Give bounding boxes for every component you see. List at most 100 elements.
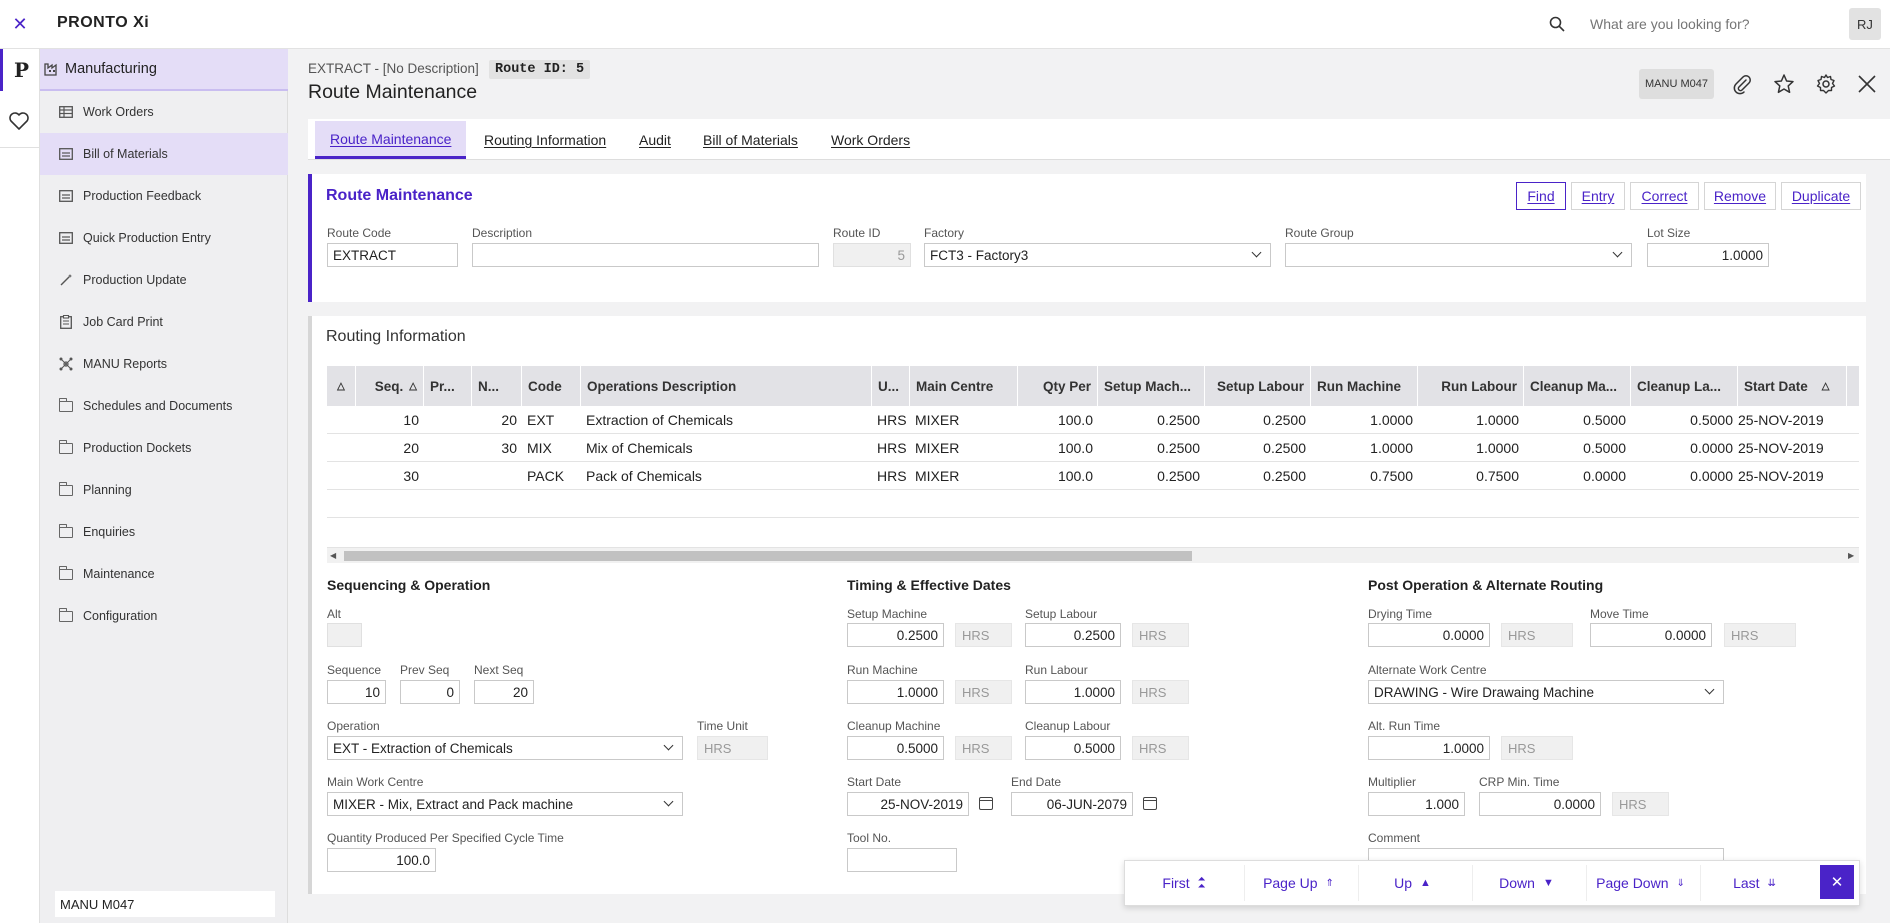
- quantity-produced-field[interactable]: 100.0: [327, 848, 436, 872]
- end-date-field[interactable]: 06-JUN-2079: [1011, 792, 1133, 816]
- tab-bill-of-materials[interactable]: Bill of Materials: [703, 121, 798, 159]
- star-icon[interactable]: [1773, 73, 1795, 95]
- table-row[interactable]: [327, 462, 1859, 490]
- remove-button[interactable]: Remove: [1704, 182, 1776, 210]
- cell-run-machine: 1.0000: [1370, 439, 1413, 456]
- tab-routing-information[interactable]: Routing Information: [484, 121, 606, 159]
- nav-last-button[interactable]: Last ⇊: [1700, 865, 1808, 901]
- pronto-p-icon[interactable]: P: [0, 49, 40, 91]
- gear-icon[interactable]: [1815, 73, 1837, 95]
- sidebar-section-manufacturing[interactable]: Manufacturing: [40, 49, 288, 91]
- search-icon[interactable]: [1549, 16, 1565, 32]
- cleanup-machine-field[interactable]: 0.5000: [847, 736, 944, 760]
- grid-header-qty-per[interactable]: Qty Per: [1018, 366, 1098, 406]
- run-labour-field[interactable]: 1.0000: [1025, 680, 1121, 704]
- sidebar-item-manu-reports[interactable]: MANU Reports: [40, 343, 288, 385]
- nav-close-button[interactable]: ✕: [1820, 865, 1854, 899]
- cell-code: EXT: [527, 411, 555, 428]
- grid-header-cleanup-machine[interactable]: Cleanup Ma...: [1524, 366, 1631, 406]
- favourites-heart-icon[interactable]: [8, 111, 30, 131]
- grid-header-code[interactable]: Code: [522, 366, 581, 406]
- sidebar-item-work-orders[interactable]: Work Orders: [40, 91, 288, 133]
- sidebar-item-label: Maintenance: [83, 567, 155, 581]
- grid-header-seq[interactable]: Seq. △: [356, 366, 424, 406]
- sidebar-item-label: Quick Production Entry: [83, 231, 211, 245]
- sidebar-item-job-card-print[interactable]: Job Card Print: [40, 301, 288, 343]
- crp-min-time-unit: HRS: [1612, 792, 1669, 816]
- grid-header-run-machine[interactable]: Run Machine: [1311, 366, 1418, 406]
- avatar[interactable]: RJ: [1849, 8, 1881, 40]
- cleanup-labour-field[interactable]: 0.5000: [1025, 736, 1121, 760]
- prev-seq-field[interactable]: 0: [400, 680, 460, 704]
- sidebar-item-planning[interactable]: Planning: [40, 469, 288, 511]
- main-work-centre-select[interactable]: MIXER - Mix, Extract and Pack machine: [327, 792, 683, 816]
- tab-audit[interactable]: Audit: [639, 121, 671, 159]
- grid-header-start-date[interactable]: Start Date △: [1738, 366, 1847, 406]
- grid-header-run-labour[interactable]: Run Labour: [1418, 366, 1524, 406]
- column-label: Qty Per: [1042, 378, 1091, 394]
- sidebar-item-maintenance[interactable]: Maintenance: [40, 553, 288, 595]
- search-input[interactable]: [1590, 12, 1840, 36]
- setup-labour-field[interactable]: 0.2500: [1025, 623, 1121, 647]
- lot-size-field[interactable]: 1.0000: [1647, 243, 1769, 267]
- grid-header-cleanup-labour[interactable]: Cleanup La...: [1631, 366, 1738, 406]
- scroll-right-icon[interactable]: ▶: [1848, 551, 1855, 560]
- alternate-work-centre-select[interactable]: DRAWING - Wire Drawaing Machine: [1368, 680, 1724, 704]
- close-icon[interactable]: ✕: [12, 14, 28, 34]
- sidebar-item-configuration[interactable]: Configuration: [40, 595, 288, 637]
- tab-work-orders[interactable]: Work Orders: [831, 121, 910, 159]
- grid-header-sort[interactable]: △: [327, 366, 356, 406]
- button-label: Correct: [1641, 188, 1688, 204]
- grid-header-operations-description[interactable]: Operations Description: [581, 366, 872, 406]
- grid-header-setup-labour[interactable]: Setup Labour: [1205, 366, 1311, 406]
- sidebar-item-bill-of-materials[interactable]: Bill of Materials: [40, 133, 288, 175]
- close-form-icon[interactable]: [1856, 73, 1878, 95]
- nav-first-button[interactable]: First ⏶ ⏶: [1130, 865, 1238, 901]
- grid-header-next[interactable]: N...: [472, 366, 522, 406]
- table-row[interactable]: [327, 434, 1859, 462]
- sequence-field[interactable]: 10: [327, 680, 386, 704]
- correct-button[interactable]: Correct: [1630, 182, 1699, 210]
- setup-machine-field[interactable]: 0.2500: [847, 623, 944, 647]
- tab-bar: [308, 119, 1890, 160]
- tool-no-field[interactable]: [847, 848, 957, 872]
- scroll-left-icon[interactable]: ◀: [330, 551, 337, 560]
- sidebar-item-quick-production-entry[interactable]: Quick Production Entry: [40, 217, 288, 259]
- run-machine-field[interactable]: 1.0000: [847, 680, 944, 704]
- find-button[interactable]: Find: [1516, 182, 1566, 210]
- nav-page-down-button[interactable]: Page Down ⇓: [1586, 865, 1694, 901]
- description-field[interactable]: [472, 243, 819, 267]
- attachment-icon[interactable]: [1732, 73, 1752, 95]
- factory-select[interactable]: FCT3 - Factory3: [924, 243, 1271, 267]
- horizontal-scrollbar[interactable]: ◀ ▶: [327, 547, 1859, 563]
- alt-run-time-field[interactable]: 1.0000: [1368, 736, 1490, 760]
- operation-select[interactable]: EXT - Extraction of Chemicals: [327, 736, 683, 760]
- route-code-field[interactable]: EXTRACT: [327, 243, 458, 267]
- nav-down-button[interactable]: Down ▼: [1472, 865, 1580, 901]
- start-date-field[interactable]: 25-NOV-2019: [847, 792, 969, 816]
- grid-header-setup-machine[interactable]: Setup Mach...: [1098, 366, 1205, 406]
- multiplier-field[interactable]: 1.000: [1368, 792, 1465, 816]
- grid-header-unit[interactable]: U...: [872, 366, 910, 406]
- grid-header-prev[interactable]: Pr...: [424, 366, 472, 406]
- crp-min-time-field[interactable]: 0.0000: [1479, 792, 1601, 816]
- next-seq-field[interactable]: 20: [474, 680, 534, 704]
- sidebar-item-production-dockets[interactable]: Production Dockets: [40, 427, 288, 469]
- duplicate-button[interactable]: Duplicate: [1781, 182, 1861, 210]
- grid-header-main-centre[interactable]: Main Centre: [910, 366, 1018, 406]
- nav-page-up-button[interactable]: Page Up ⇑: [1244, 865, 1352, 901]
- calendar-icon[interactable]: [1143, 797, 1157, 810]
- route-group-select[interactable]: [1285, 243, 1632, 267]
- tab-route-maintenance[interactable]: Route Maintenance: [315, 121, 467, 159]
- calendar-icon[interactable]: [979, 797, 993, 810]
- sidebar-item-production-update[interactable]: Production Update: [40, 259, 288, 301]
- move-time-field[interactable]: 0.0000: [1590, 623, 1712, 647]
- nav-up-button[interactable]: Up ▲: [1358, 865, 1466, 901]
- sidebar-item-schedules-and-documents[interactable]: Schedules and Documents: [40, 385, 288, 427]
- table-row[interactable]: [327, 406, 1859, 434]
- sidebar-item-production-feedback[interactable]: Production Feedback: [40, 175, 288, 217]
- sidebar-item-enquiries[interactable]: Enquiries: [40, 511, 288, 553]
- scrollbar-thumb[interactable]: [344, 551, 1192, 561]
- drying-time-field[interactable]: 0.0000: [1368, 623, 1490, 647]
- entry-button[interactable]: Entry: [1571, 182, 1625, 210]
